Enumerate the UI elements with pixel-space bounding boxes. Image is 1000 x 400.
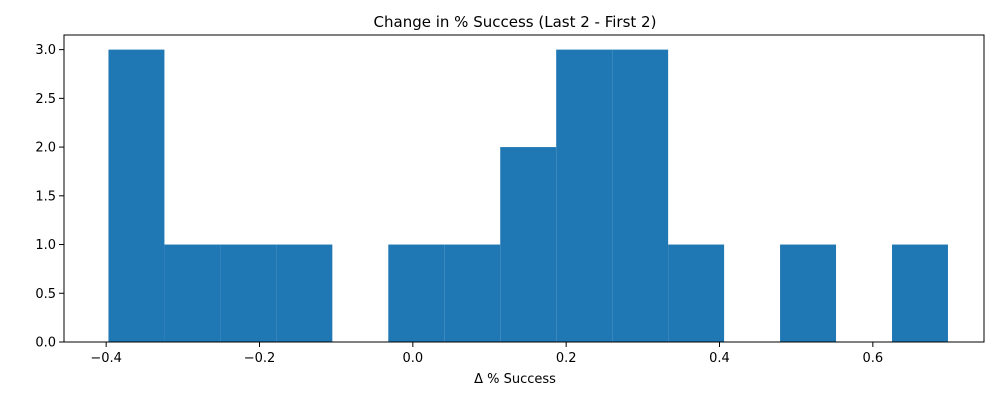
- histogram-bar: [164, 244, 221, 342]
- y-tick-label: 0.0: [35, 336, 56, 351]
- x-tick-label: −0.2: [244, 351, 276, 366]
- histogram-bars: [108, 49, 948, 342]
- histogram-bar: [108, 49, 165, 342]
- y-axis: 0.0 0.5 1.0 1.5 2.0 2.5 3.0: [35, 43, 64, 351]
- histogram-bar: [556, 49, 613, 342]
- x-tick-label: 0.6: [862, 351, 883, 366]
- x-tick-label: 0.0: [402, 351, 423, 366]
- histogram-bar: [220, 244, 277, 342]
- histogram-bar: [388, 244, 445, 342]
- histogram-bar: [500, 147, 557, 342]
- histogram-bar: [780, 244, 837, 342]
- histogram-bar: [444, 244, 501, 342]
- histogram-bar: [612, 49, 669, 342]
- x-tick-label: 0.4: [709, 351, 730, 366]
- y-tick-label: 3.0: [35, 43, 56, 58]
- plot-frame: [63, 34, 985, 343]
- y-tick-label: 2.5: [35, 92, 56, 107]
- y-tick-label: 1.5: [35, 189, 56, 204]
- chart-title: Change in % Success (Last 2 - First 2): [374, 13, 657, 31]
- y-tick-label: 2.0: [35, 141, 56, 156]
- histogram-bar: [668, 244, 725, 342]
- x-tick-label: −0.4: [90, 351, 122, 366]
- x-axis-label: Δ % Success: [474, 372, 556, 387]
- x-axis: −0.4 −0.2 0.0 0.2 0.4 0.6: [90, 342, 883, 366]
- y-tick-label: 1.0: [35, 238, 56, 253]
- y-tick-label: 0.5: [35, 287, 56, 302]
- x-tick-label: 0.2: [556, 351, 577, 366]
- histogram-bar: [892, 244, 948, 342]
- histogram-bar: [276, 244, 333, 342]
